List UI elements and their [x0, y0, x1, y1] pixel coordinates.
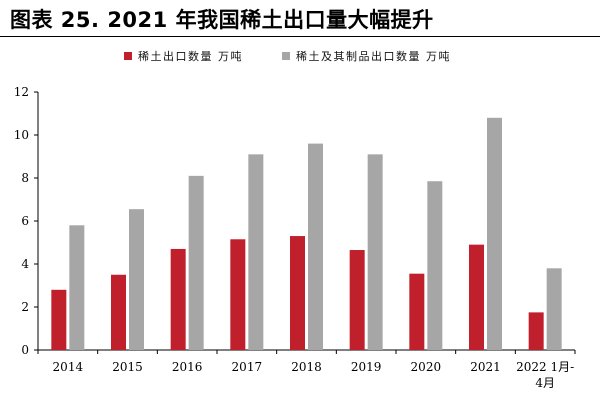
x-tick-label: 2016 [172, 360, 203, 374]
x-tick-label: 2015 [112, 360, 143, 374]
bar-series-2 [308, 143, 323, 350]
bars [51, 117, 562, 350]
y-tick-label: 4 [21, 257, 29, 271]
x-tick-label: 2018 [291, 360, 322, 374]
legend: 稀土出口数量 万吨 稀土及其制品出口数量 万吨 [124, 49, 451, 63]
y-tick-label: 12 [14, 85, 29, 99]
y-tick-label: 10 [14, 128, 29, 142]
y-axis: 0 2 4 6 8 10 12 [14, 85, 39, 357]
y-tick-label: 6 [21, 214, 29, 228]
bar-series-1 [51, 289, 67, 350]
bar-series-1 [290, 236, 305, 350]
bar-series-1 [170, 248, 186, 350]
y-tick-label: 8 [21, 171, 29, 185]
legend-swatch-1 [124, 52, 132, 60]
y-tick-label: 2 [21, 300, 29, 314]
y-tick-label: 0 [21, 343, 29, 357]
legend-label-1: 稀土出口数量 万吨 [138, 49, 243, 63]
bar-series-2 [129, 209, 144, 350]
bar-series-1 [111, 274, 126, 350]
bar-series-1 [469, 244, 484, 350]
bar-series-2 [487, 117, 502, 350]
x-tick-label: 2019 [351, 360, 382, 374]
chart-title: 图表 25. 2021 年我国稀土出口量大幅提升 [10, 8, 434, 32]
bar-series-1 [409, 273, 425, 350]
x-tick-label: 2017 [232, 360, 263, 374]
x-tick-label: 2022 1月-4月 [516, 360, 574, 390]
legend-label-2: 稀土及其制品出口数量 万吨 [296, 49, 451, 63]
x-tick-label: 2021 [470, 360, 501, 374]
bar-series-2 [367, 154, 383, 350]
title-divider [0, 36, 600, 37]
bar-series-1 [230, 239, 246, 350]
bar-series-2 [546, 268, 562, 350]
x-tick-label: 2014 [53, 360, 84, 374]
bar-series-2 [188, 175, 204, 350]
x-tick-label: 2020 [411, 360, 442, 374]
bar-series-2 [69, 225, 85, 350]
bar-series-2 [427, 181, 443, 350]
bar-series-1 [349, 250, 365, 350]
x-axis: 2014 2015 2016 2017 2018 2019 2020 2021 2022 1月-… [37, 349, 576, 390]
bar-series-2 [248, 154, 264, 350]
legend-swatch-2 [282, 52, 290, 60]
bar-series-1 [528, 312, 544, 350]
